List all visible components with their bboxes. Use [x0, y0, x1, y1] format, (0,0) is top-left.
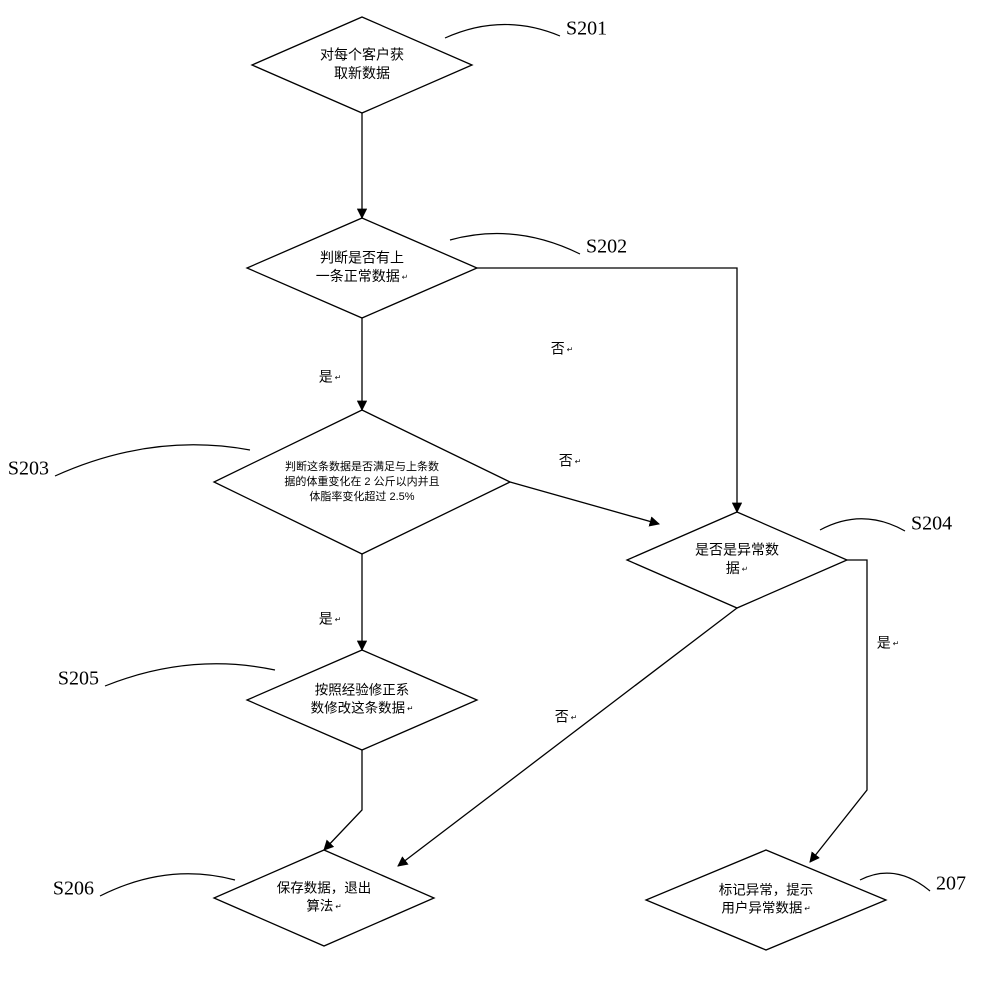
node-S205: 按照经验修正系数修改这条数据↵ S205	[58, 650, 477, 750]
edge-label: 是↵	[877, 635, 899, 651]
node-text: 标记异常，提示	[719, 882, 814, 897]
node-S206: 保存数据，退出算法↵ S206	[53, 850, 434, 946]
node-text: 算法↵	[306, 899, 341, 914]
edge-S204-S207: 是↵	[810, 560, 899, 862]
node-text: 体脂率变化超过 2.5%	[309, 489, 414, 503]
ref-label-S206: S206	[53, 878, 94, 900]
node-text: 取新数据	[334, 65, 390, 81]
ref-label-S201: S201	[566, 18, 607, 40]
edge-S202-S203: 是↵	[319, 318, 362, 410]
leader-S205	[105, 664, 275, 686]
node-text: 据↵	[726, 560, 748, 576]
edge-S204-S206: 否↵	[398, 608, 737, 866]
leader-S204	[820, 519, 905, 531]
node-text: 是否是异常数	[695, 541, 779, 557]
leader-S207	[860, 873, 930, 891]
leader-S206	[100, 874, 235, 896]
ref-label-S207: 207	[936, 873, 966, 895]
node-text: 据的体重变化在 2 公斤以内并且	[284, 474, 439, 488]
edge-S202-S204: 否↵	[477, 268, 737, 512]
node-S203: 判断这条数据是否满足与上条数据的体重变化在 2 公斤以内并且体脂率变化超过 2.…	[8, 410, 510, 554]
node-text: 对每个客户获	[320, 46, 404, 62]
node-S201: 对每个客户获取新数据 S201	[252, 17, 607, 113]
leader-S203	[55, 445, 250, 476]
ref-label-S204: S204	[911, 513, 952, 535]
edge-S203-S204: 否↵	[510, 453, 659, 524]
ref-label-S203: S203	[8, 458, 49, 480]
ref-label-S202: S202	[586, 236, 627, 258]
edge-label: 是↵	[319, 369, 341, 385]
node-text: 数修改这条数据↵	[311, 700, 414, 716]
node-S204: 是否是异常数据↵ S204	[627, 512, 952, 608]
node-text: 保存数据，退出	[277, 880, 372, 895]
node-text: 判断这条数据是否满足与上条数	[285, 459, 439, 473]
node-text: 判断是否有上	[320, 249, 404, 265]
node-text: 一条正常数据↵	[316, 268, 408, 284]
leader-S201	[445, 24, 560, 38]
leader-S202	[450, 234, 580, 254]
edge-label: 否↵	[551, 341, 573, 357]
edge-S203-S205: 是↵	[319, 554, 362, 650]
edge-S205-S206	[324, 750, 362, 850]
node-text: 按照经验修正系	[315, 682, 410, 697]
node-S207: 标记异常，提示用户异常数据↵ 207	[646, 850, 966, 950]
edge-label: 否↵	[555, 709, 577, 725]
ref-label-S205: S205	[58, 668, 99, 690]
node-text: 用户异常数据↵	[721, 900, 810, 916]
edge-label: 是↵	[319, 611, 341, 627]
edge-label: 否↵	[559, 453, 581, 469]
